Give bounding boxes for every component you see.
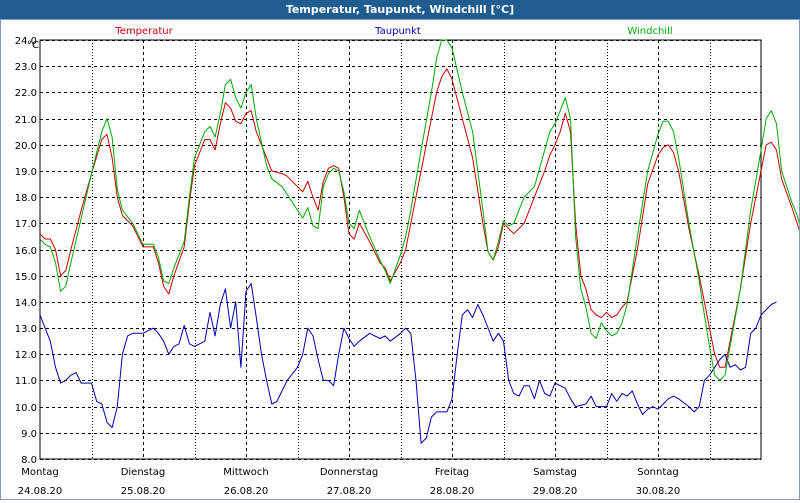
x-tick-day: Freitag xyxy=(435,467,469,478)
y-tick-label: 15.0 xyxy=(15,272,37,283)
y-tick-label: 18.0 xyxy=(15,193,37,204)
legend-windchill: Windchill xyxy=(627,26,672,37)
x-tick-day: Montag xyxy=(21,467,58,478)
x-tick-date: 24.08.20 xyxy=(18,486,63,497)
y-tick-label: 23.0 xyxy=(15,62,37,73)
x-tick-date: 25.08.20 xyxy=(121,486,166,497)
series-line-taupunkt xyxy=(39,283,777,444)
y-tick-label: 17.0 xyxy=(15,219,37,230)
y-tick-label: 14.0 xyxy=(15,298,37,309)
chart-series xyxy=(39,39,800,444)
y-tick-label: 10.0 xyxy=(15,403,37,414)
chart-canvas: 8.0 9.0 10.0 11.0 12.0 13.0 14.0 15.0 16.0 17.0 18… xyxy=(15,26,800,497)
x-tick-date: 29.08.20 xyxy=(533,486,578,497)
x-tick-date: 26.08.20 xyxy=(224,486,269,497)
x-tick-day: Dienstag xyxy=(121,467,166,478)
x-tick-day: Samstag xyxy=(533,467,577,478)
y-tick-label: 12.0 xyxy=(15,350,37,361)
y-axis-ticks: 8.0 9.0 10.0 11.0 12.0 13.0 14.0 15.0 16.0 17.0 18… xyxy=(15,36,37,466)
chart-title: Temperatur, Taupunkt, Windchill [°C] xyxy=(0,0,800,19)
y-tick-label: 20.0 xyxy=(15,141,37,152)
legend-temperatur: Temperatur xyxy=(114,26,173,37)
x-tick-day: Donnerstag xyxy=(320,467,378,478)
y-tick-label: 13.0 xyxy=(15,324,37,335)
x-tick-date: 27.08.20 xyxy=(327,486,372,497)
y-tick-label: 11.0 xyxy=(15,376,37,387)
series-line-windchill xyxy=(39,39,800,381)
y-tick-label: 9.0 xyxy=(21,429,37,440)
legend-taupunkt: Taupunkt xyxy=(374,26,421,37)
series-line-temperatur xyxy=(39,68,800,368)
x-tick-date: 30.08.20 xyxy=(636,486,681,497)
y-axis-label: °C xyxy=(27,40,39,51)
x-tick-date: 28.08.20 xyxy=(430,486,475,497)
x-tick-day: Mittwoch xyxy=(223,467,268,478)
x-tick-day: Sonntag xyxy=(637,467,679,478)
chart-grid xyxy=(39,39,762,460)
y-tick-label: 21.0 xyxy=(15,115,37,126)
y-tick-label: 16.0 xyxy=(15,246,37,257)
chart-frame: 8.0 9.0 10.0 11.0 12.0 13.0 14.0 15.0 16.0 17.0 18… xyxy=(0,19,800,500)
y-tick-label: 24.0 xyxy=(15,36,37,47)
chart-legend: Temperatur Taupunkt Windchill xyxy=(114,26,672,37)
y-tick-label: 8.0 xyxy=(21,455,37,466)
y-tick-label: 19.0 xyxy=(15,167,37,178)
y-tick-label: 22.0 xyxy=(15,88,37,99)
plot-border xyxy=(39,39,762,460)
x-axis-labels: Montag 24.08.20 Dienstag 25.08.20 Mittwoch 26… xyxy=(18,467,681,497)
